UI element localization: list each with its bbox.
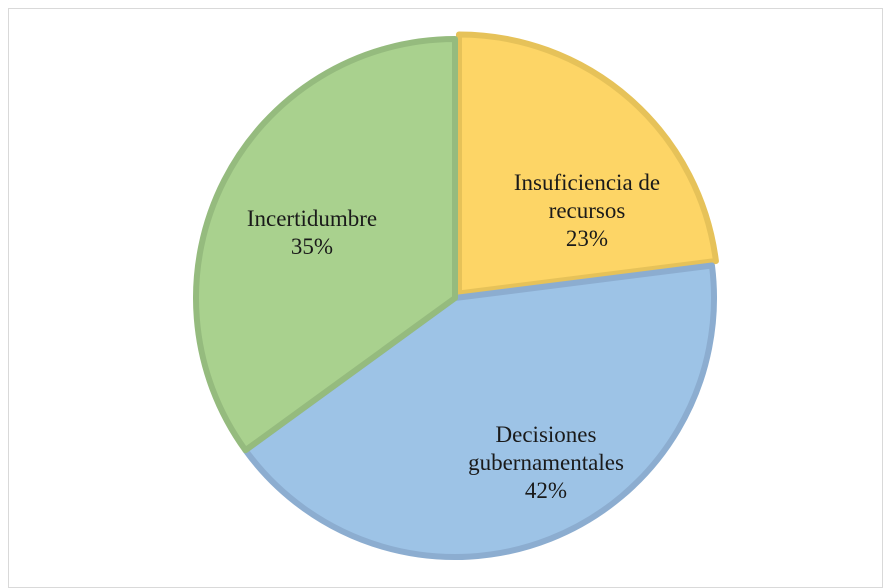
slice-label-0: Insuficiencia de recursos 23% bbox=[514, 170, 660, 251]
pie-slice-1 bbox=[242, 262, 717, 560]
slice-percent-0: 23% bbox=[566, 226, 608, 251]
pie-slice-2 bbox=[193, 36, 458, 454]
slice-label-1: Decisiones gubernamentales 42% bbox=[468, 422, 624, 503]
slice-label-line-0-1: recursos bbox=[549, 198, 626, 223]
pie-slice-0 bbox=[455, 31, 719, 297]
slice-label-line-0-0: Insuficiencia de bbox=[514, 170, 660, 195]
slice-label-line-2-0: Incertidumbre bbox=[247, 206, 377, 231]
slice-label-2: Incertidumbre 35% bbox=[247, 206, 377, 259]
slice-percent-1: 42% bbox=[525, 478, 567, 503]
slice-label-line-1-0: Decisiones bbox=[496, 422, 597, 447]
slice-percent-2: 35% bbox=[291, 234, 333, 259]
slice-label-line-1-1: gubernamentales bbox=[468, 450, 624, 475]
